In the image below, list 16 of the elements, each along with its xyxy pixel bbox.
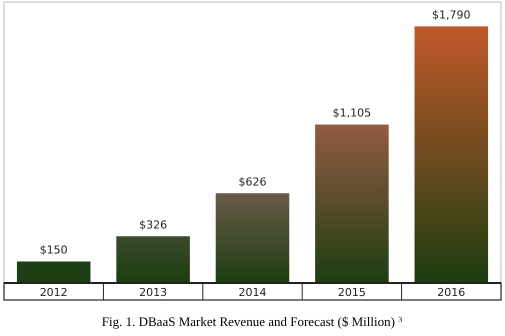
text: Fig. 1. DBaaS Market Revenue and Forecast ($ Million) $^{3}$ <box>102 314 402 329</box>
x-tick-label: 2013 <box>139 286 168 299</box>
bar <box>414 26 488 283</box>
bar <box>116 236 190 283</box>
x-tick-label: 2016 <box>437 286 466 299</box>
bar <box>315 124 389 283</box>
data-label: $626 <box>238 175 266 188</box>
data-label: $150 <box>40 243 68 256</box>
x-tick-label: 2015 <box>338 286 366 299</box>
x-tick-label: 2014 <box>238 286 266 299</box>
data-label: $1,105 <box>332 106 372 120</box>
x-tick-label: 2012 <box>40 286 68 299</box>
data-label: $326 <box>139 218 168 232</box>
bar <box>16 261 90 283</box>
data-label: $1,790 <box>432 8 471 22</box>
bar <box>216 193 290 283</box>
